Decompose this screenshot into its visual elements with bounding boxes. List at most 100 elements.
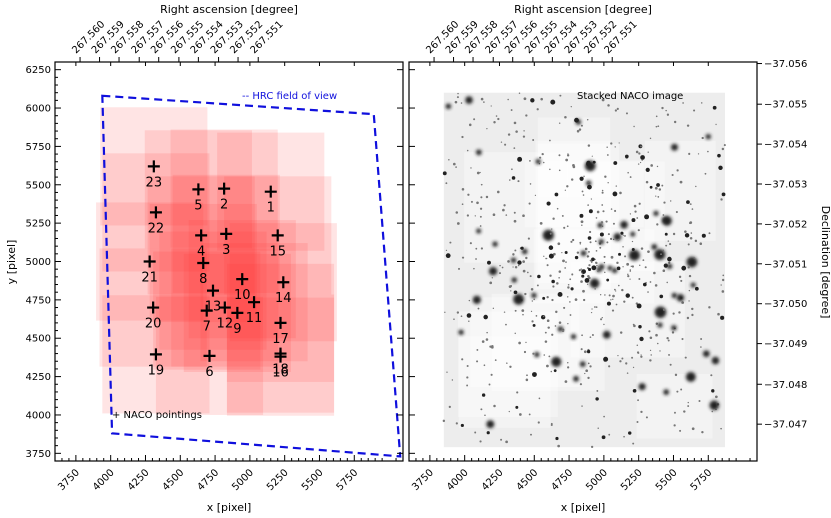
- star: [566, 296, 569, 298]
- star: [490, 105, 492, 107]
- star: [612, 191, 618, 197]
- star: [631, 265, 634, 268]
- star: [564, 380, 568, 383]
- star: [587, 184, 592, 190]
- star: [556, 207, 559, 210]
- x-tick-label-4500: 4500: [161, 467, 187, 493]
- star: [662, 249, 665, 251]
- left-top-label: Right ascension [degree]: [160, 3, 298, 16]
- star: [474, 431, 477, 434]
- star: [453, 318, 455, 320]
- star: [586, 160, 591, 165]
- star: [576, 251, 580, 254]
- star: [630, 265, 633, 268]
- star: [615, 290, 617, 292]
- star: [624, 234, 626, 237]
- star: [517, 180, 520, 183]
- star: [674, 411, 676, 414]
- star: [676, 390, 679, 393]
- star: [637, 163, 640, 165]
- star: [582, 194, 585, 196]
- star: [550, 423, 553, 426]
- star: [468, 320, 470, 322]
- star: [455, 422, 458, 425]
- star: [624, 255, 627, 258]
- star: [514, 309, 517, 312]
- star: [592, 160, 596, 164]
- star: [474, 215, 476, 217]
- star: [598, 238, 605, 245]
- star: [636, 217, 639, 219]
- star: [564, 267, 567, 269]
- pointing-marker-13: [206, 284, 219, 297]
- star: [666, 336, 669, 340]
- star: [608, 433, 611, 436]
- star: [494, 359, 497, 362]
- star: [476, 201, 479, 205]
- star: [621, 288, 624, 292]
- star: [672, 232, 676, 236]
- pointing-marker-15: [271, 229, 284, 242]
- star: [514, 332, 516, 335]
- star: [647, 291, 649, 293]
- star: [587, 376, 590, 380]
- pointing-marker-1: [264, 185, 277, 198]
- star: [470, 200, 473, 203]
- star: [567, 153, 569, 155]
- star: [512, 253, 515, 256]
- star: [684, 233, 690, 238]
- star: [651, 244, 658, 250]
- star: [518, 92, 521, 95]
- star: [476, 171, 480, 175]
- star: [610, 299, 612, 301]
- star: [712, 105, 717, 110]
- star: [492, 213, 496, 217]
- mosaic-tile: [470, 297, 580, 388]
- star: [638, 278, 641, 281]
- star: [486, 431, 490, 435]
- star: [591, 265, 597, 271]
- star: [518, 341, 521, 345]
- star: [632, 442, 635, 445]
- left-x-label: x [pixel]: [207, 501, 252, 514]
- star: [581, 224, 583, 226]
- star: [486, 420, 495, 429]
- star: [445, 253, 451, 259]
- star: [622, 234, 624, 236]
- star: [505, 440, 508, 444]
- star: [684, 230, 687, 233]
- star: [457, 92, 459, 95]
- star: [604, 175, 607, 178]
- star: [497, 117, 500, 121]
- star: [647, 250, 650, 253]
- star: [573, 375, 579, 382]
- pointing-marker-21: [143, 255, 156, 268]
- star: [503, 311, 506, 313]
- star: [485, 195, 489, 199]
- star: [446, 371, 448, 373]
- star: [597, 270, 599, 273]
- star: [671, 331, 675, 334]
- right-ra-axis: 267.560267.559267.558267.557267.556267.5…: [424, 19, 640, 62]
- star: [479, 215, 482, 218]
- star: [522, 269, 526, 273]
- star: [612, 222, 615, 225]
- star: [570, 178, 574, 181]
- star: [526, 374, 528, 377]
- star: [558, 169, 561, 172]
- star: [548, 245, 554, 250]
- star: [629, 278, 631, 280]
- star: [597, 427, 599, 430]
- star: [552, 252, 556, 256]
- star: [510, 109, 513, 111]
- left-y-axis: 3750 4000 4250 4500 4750 5000 5250 5500 5750 6000…: [26, 61, 403, 462]
- star: [702, 350, 710, 358]
- pointing-label-14: 14: [275, 291, 292, 306]
- star: [614, 146, 616, 148]
- star: [578, 128, 582, 131]
- star: [683, 410, 686, 413]
- pointing-label-10: 10: [234, 288, 251, 303]
- star: [541, 152, 544, 156]
- star: [659, 294, 664, 299]
- star: [448, 405, 451, 408]
